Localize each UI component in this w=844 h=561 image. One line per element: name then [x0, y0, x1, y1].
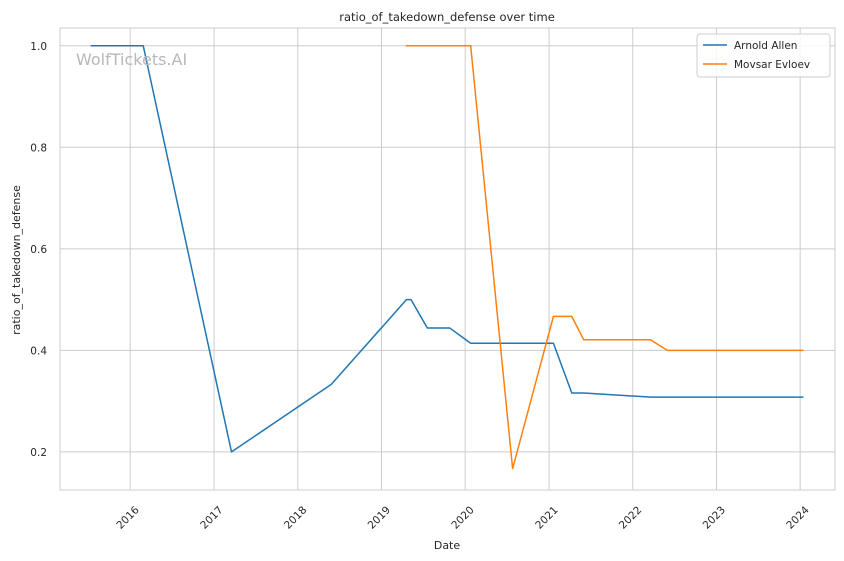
y-tick-label: 0.6	[30, 244, 47, 256]
legend-label: Arnold Allen	[734, 40, 797, 52]
plot-area	[60, 28, 835, 490]
y-tick-label: 0.4	[30, 345, 47, 357]
watermark: WolfTickets.AI	[76, 50, 187, 69]
chart-title: ratio_of_takedown_defense over time	[339, 10, 555, 24]
series-line-movsar-evloev	[405, 45, 804, 470]
y-tick-label: 1.0	[30, 41, 47, 53]
y-tick-label: 0.2	[30, 447, 47, 459]
y-axis-label: ratio_of_takedown_defense	[10, 185, 23, 335]
y-axis-ticks: 0.2 0.4 0.6 0.8 1.0	[30, 41, 47, 459]
legend-label: Movsar Evloev	[734, 59, 810, 71]
legend: Arnold Allen Movsar Evloev	[696, 33, 831, 78]
y-tick-label: 0.8	[30, 142, 47, 154]
legend-frame	[696, 33, 831, 78]
x-axis-label: Date	[434, 539, 461, 552]
series-layer	[90, 45, 804, 470]
plot-frame	[59, 27, 836, 491]
series-line-arnold-allen	[90, 45, 804, 453]
